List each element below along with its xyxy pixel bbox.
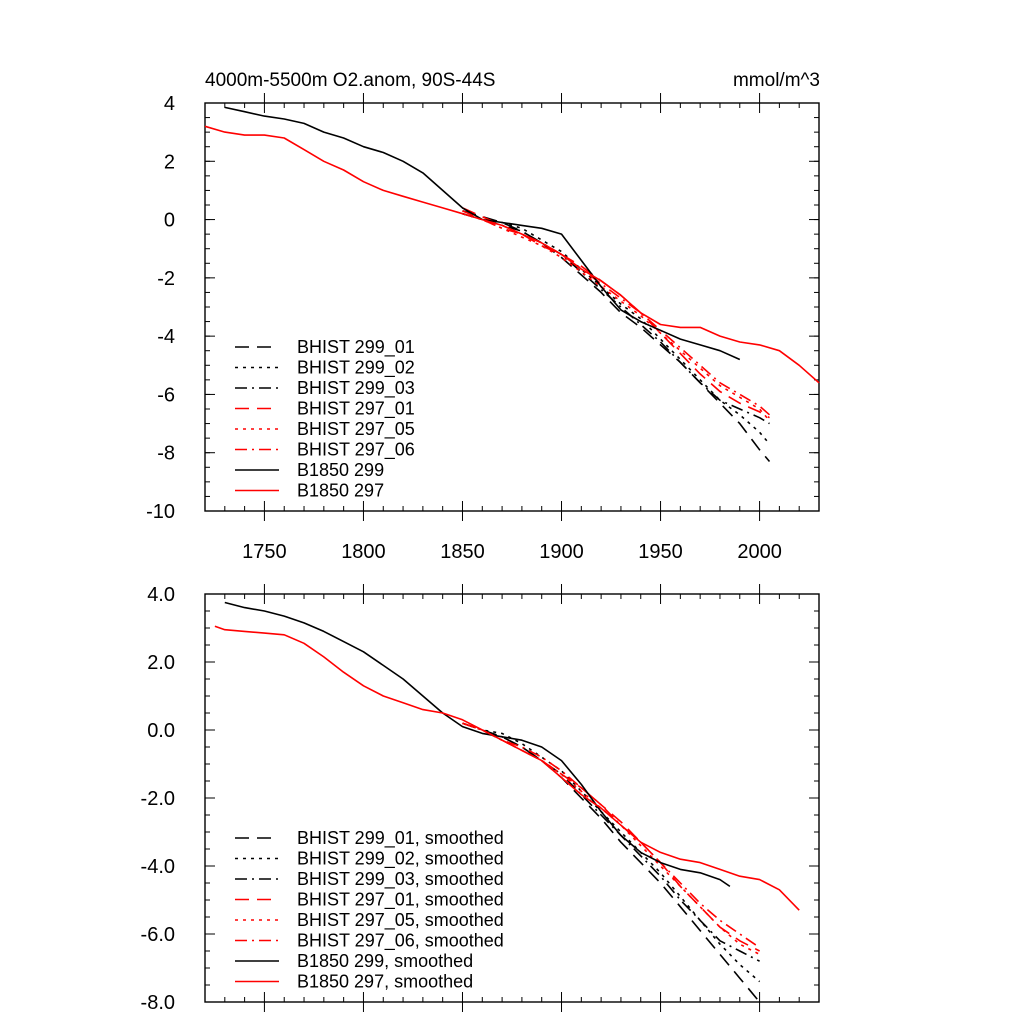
legend-label: BHIST 297_01, smoothed xyxy=(297,890,504,911)
legend-label: B1850 297, smoothed xyxy=(297,972,473,992)
legend-label: BHIST 299_01 xyxy=(297,337,415,358)
ticks-bottom: 4.0 2.0 0.0 -2.0 -4.0 -6.0 -8.0 xyxy=(141,584,820,1014)
x-tick-label: 2000 xyxy=(737,541,782,563)
legend-label: BHIST 297_06, smoothed xyxy=(297,931,504,952)
x-tick-label: 1950 xyxy=(638,541,683,563)
legend-label: BHIST 299_02, smoothed xyxy=(297,849,504,870)
legend-label: B1850 299, smoothed xyxy=(297,951,473,971)
y-tick-label: -8 xyxy=(157,443,175,465)
y-tick-label: -8.0 xyxy=(141,992,175,1014)
y-tick-label: -4.0 xyxy=(141,856,175,878)
legend-label: BHIST 299_03 xyxy=(297,378,415,399)
y-tick-label: 0 xyxy=(164,210,175,232)
legend-label: BHIST 299_03, smoothed xyxy=(297,869,504,890)
units-label: mmol/m^3 xyxy=(733,70,820,91)
series-line-4 xyxy=(462,207,770,419)
legend-label: B1850 297 xyxy=(297,481,384,501)
series-line-2 xyxy=(462,212,771,445)
series-line-1 xyxy=(462,722,761,1003)
y-tick-label: 4 xyxy=(164,93,175,115)
series-bottom xyxy=(214,601,800,1003)
y-tick-label: 2 xyxy=(164,151,175,173)
legend-label: BHIST 297_05 xyxy=(297,419,415,440)
legend-label: BHIST 299_01, smoothed xyxy=(297,828,504,849)
y-tick-label: -6 xyxy=(157,384,175,406)
series-line-2 xyxy=(462,722,761,983)
legend-label: BHIST 299_02 xyxy=(297,358,415,379)
y-tick-label: 0.0 xyxy=(147,720,175,742)
y-tick-label: -2.0 xyxy=(141,788,175,810)
series-line-5 xyxy=(462,722,760,956)
y-tick-label: 4.0 xyxy=(147,584,175,606)
x-tick-label: 1900 xyxy=(539,541,584,563)
chart-title: 4000m-5500m O2.anom, 90S-44S xyxy=(205,70,495,91)
legend-label: BHIST 297_01 xyxy=(297,399,415,420)
series-line-8 xyxy=(204,125,820,384)
legend-label: B1850 299 xyxy=(297,460,384,480)
y-tick-label: 2.0 xyxy=(147,652,175,674)
series-line-7 xyxy=(224,601,731,888)
series-line-5 xyxy=(462,210,771,422)
y-tick-label: -6.0 xyxy=(141,924,175,946)
y-tick-label: -10 xyxy=(146,501,175,523)
series-line-1 xyxy=(462,210,771,463)
ticks-top: 1750 1800 1850 1900 1950 2000 4 2 0 -2 -4 -6 -8 -10 xyxy=(146,93,820,563)
series-line-6 xyxy=(462,722,761,949)
y-tick-label: -4 xyxy=(157,326,175,348)
x-tick-label: 1750 xyxy=(242,541,287,563)
series-line-7 xyxy=(224,106,741,361)
series-line-3 xyxy=(462,212,770,425)
x-tick-label: 1800 xyxy=(341,541,386,563)
x-tick-label: 1850 xyxy=(440,541,485,563)
legend-label: BHIST 297_05, smoothed xyxy=(297,910,504,931)
y-tick-label: -2 xyxy=(157,268,175,290)
panel-bottom: 4.0 2.0 0.0 -2.0 -4.0 -6.0 -8.0 BHIST 299_01, … xyxy=(141,584,820,1014)
series-line-8 xyxy=(214,625,800,911)
series-top xyxy=(204,106,820,463)
legend-label: BHIST 297_06 xyxy=(297,440,415,461)
series-line-6 xyxy=(462,210,771,416)
panel-top: 4000m-5500m O2.anom, 90S-44S mmol/m^3 17… xyxy=(146,70,820,563)
series-line-3 xyxy=(462,722,760,962)
